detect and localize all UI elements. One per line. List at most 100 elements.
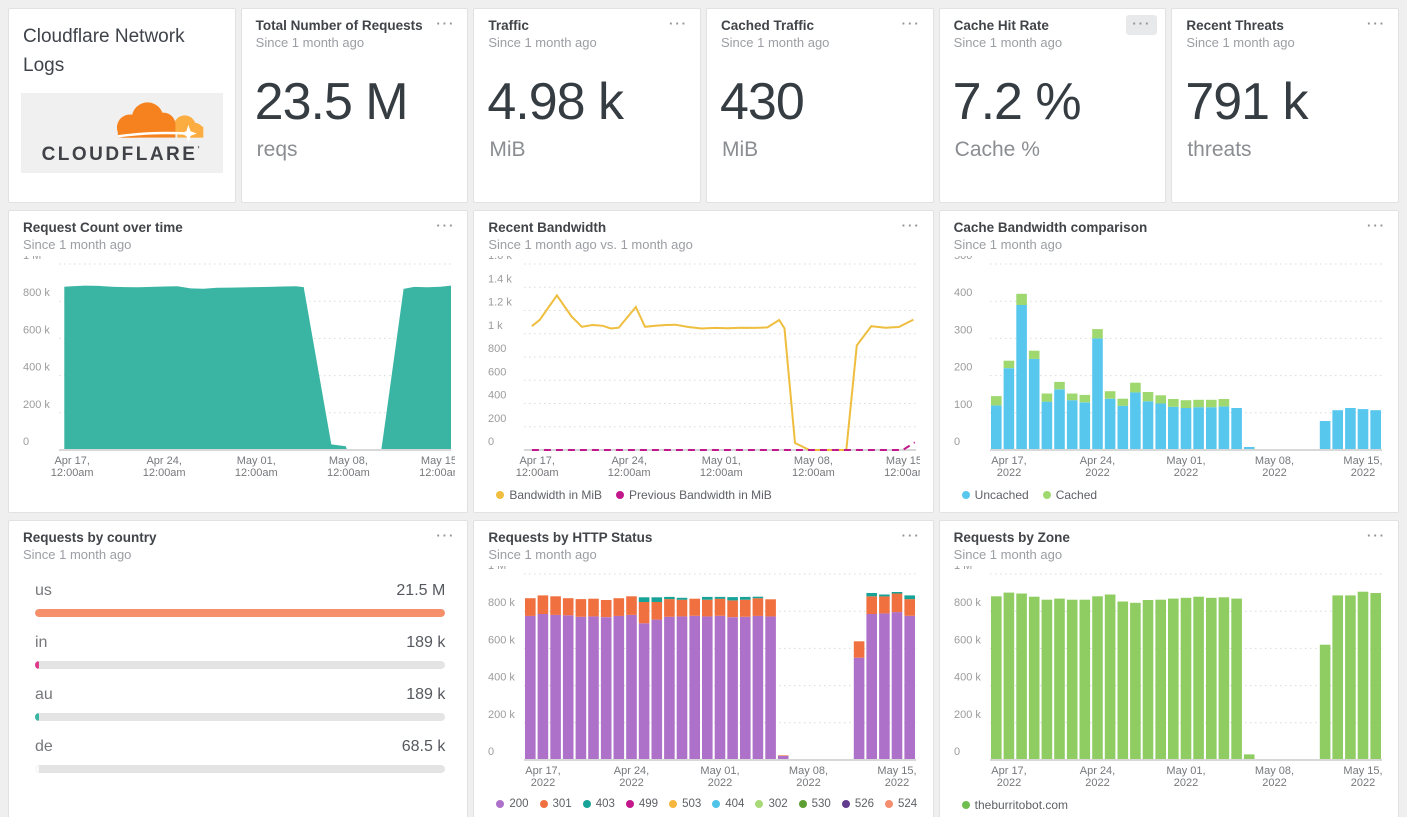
panel-requests-by-country: Requests by country Since 1 month ago ··… — [8, 520, 469, 817]
legend-item-Cached[interactable]: Cached — [1042, 488, 1097, 502]
svg-text:2022: 2022 — [885, 777, 909, 789]
stat-value: 4.98 k — [487, 73, 624, 131]
svg-text:May 15,: May 15, — [421, 455, 455, 467]
legend-item-530[interactable]: 530 — [798, 798, 831, 810]
svg-text:1 M: 1 M — [23, 256, 41, 262]
svg-text:2022: 2022 — [531, 777, 555, 789]
svg-text:2022: 2022 — [708, 777, 732, 789]
panel-menu-icon[interactable]: ··· — [1367, 16, 1386, 31]
svg-text:200 k: 200 k — [23, 399, 50, 411]
svg-text:800 k: 800 k — [954, 597, 981, 609]
country-row-au: au 189 k — [35, 686, 446, 721]
panel-subtitle: Since 1 month ago — [721, 35, 830, 50]
country-label: in — [35, 634, 48, 651]
legend-item-503[interactable]: 503 — [669, 798, 701, 810]
svg-text:200: 200 — [488, 413, 506, 425]
svg-text:200 k: 200 k — [954, 709, 981, 721]
cloudflare-cloud-icon — [98, 102, 211, 147]
dashboard-title: Cloudflare Network Logs — [23, 26, 185, 76]
legend-item-302[interactable]: 302 — [755, 798, 788, 810]
country-label: us — [35, 582, 52, 599]
legend-item-403[interactable]: 403 — [582, 798, 615, 810]
panel-menu-icon[interactable]: ··· — [901, 528, 921, 543]
panel-subtitle: Since 1 month ago vs. 1 month ago — [488, 237, 693, 252]
legend-item-524[interactable]: 524 — [885, 798, 917, 810]
legend-item-526[interactable]: 526 — [841, 798, 874, 810]
panel-request-count-over-time: Request Count over time Since 1 month ag… — [8, 210, 469, 513]
panel-title[interactable]: Total Number of Requests — [255, 18, 423, 33]
legend-dot-icon — [798, 800, 807, 808]
country-bar — [35, 609, 446, 617]
svg-text:1 M: 1 M — [488, 566, 506, 572]
legend-dot-icon — [841, 800, 850, 808]
panel-requests-by-http-status: Requests by HTTP Status Since 1 month ag… — [473, 520, 934, 817]
cloudflare-wordmark: CLOUDFLARE' — [41, 144, 203, 165]
svg-text:2022: 2022 — [1085, 467, 1109, 479]
panel-title[interactable]: Cached Traffic — [721, 18, 815, 33]
panel-title[interactable]: Request Count over time — [23, 220, 183, 235]
legend-item-Uncached[interactable]: Uncached — [961, 488, 1029, 502]
panel-title[interactable]: Traffic — [488, 18, 529, 33]
panel-menu-icon[interactable]: ··· — [436, 528, 456, 543]
chart-legend: Bandwidth in MiB Previous Bandwidth in Mi… — [496, 488, 932, 502]
svg-text:2022: 2022 — [1085, 777, 1109, 789]
legend-item-theburritobot.com[interactable]: theburritobot.com — [961, 798, 1068, 812]
legend-dot-icon — [885, 800, 894, 808]
panel-recent-threats: Recent Threats Since 1 month ago ··· 791… — [1171, 8, 1399, 203]
svg-text:2022: 2022 — [1173, 777, 1197, 789]
panel-menu-icon[interactable]: ··· — [1367, 218, 1386, 233]
svg-text:2022: 2022 — [1262, 467, 1286, 479]
legend-item-Bandwidth in MiB[interactable]: Bandwidth in MiB — [496, 488, 602, 502]
panel-title[interactable]: Recent Bandwidth — [488, 220, 607, 235]
svg-text:300: 300 — [954, 324, 972, 336]
svg-text:May 08,: May 08, — [794, 455, 833, 467]
panel-menu-icon[interactable]: ··· — [1367, 528, 1386, 543]
legend-item-499[interactable]: 499 — [625, 798, 658, 810]
svg-text:1.6 k: 1.6 k — [488, 256, 512, 262]
svg-text:Apr 17,: Apr 17, — [526, 765, 561, 777]
panel-menu-icon[interactable]: ··· — [901, 218, 921, 233]
panel-title[interactable]: Cache Bandwidth comparison — [953, 220, 1148, 235]
panel-subtitle: Since 1 month ago — [953, 547, 1063, 562]
svg-text:2022: 2022 — [996, 467, 1020, 479]
svg-text:0: 0 — [488, 436, 494, 448]
svg-text:12:00am: 12:00am — [516, 467, 559, 479]
svg-text:0: 0 — [954, 436, 960, 448]
panel-subtitle: Since 1 month ago — [488, 547, 597, 562]
panel-menu-icon[interactable]: ··· — [901, 16, 921, 31]
svg-text:12:00am: 12:00am — [700, 467, 743, 479]
panel-cache-hit-rate: Cache Hit Rate Since 1 month ago ··· 7.2… — [938, 8, 1167, 203]
country-row-in: in 189 k — [35, 634, 446, 669]
svg-text:600 k: 600 k — [954, 634, 981, 646]
panel-menu-icon[interactable]: ··· — [1126, 15, 1158, 35]
panel-menu-icon[interactable]: ··· — [436, 218, 456, 233]
panel-total-requests: Total Number of Requests Since 1 month a… — [240, 8, 469, 203]
svg-text:Apr 17,: Apr 17, — [991, 455, 1026, 467]
trademark-mark: ' — [197, 144, 203, 155]
panel-title[interactable]: Recent Threats — [1186, 18, 1284, 33]
svg-text:12:00am: 12:00am — [235, 467, 278, 479]
legend-dot-icon — [669, 800, 678, 808]
stat-unit: Cache % — [954, 138, 1040, 161]
legend-dot-icon — [616, 491, 625, 499]
panel-title[interactable]: Requests by Zone — [953, 530, 1070, 545]
panel-menu-icon[interactable]: ··· — [436, 16, 456, 31]
legend-item-200[interactable]: 200 — [496, 798, 529, 810]
panel-title[interactable]: Requests by HTTP Status — [488, 530, 653, 545]
legend-dot-icon — [961, 801, 970, 809]
panel-menu-icon[interactable]: ··· — [669, 16, 688, 31]
svg-text:400 k: 400 k — [954, 672, 981, 684]
legend-item-404[interactable]: 404 — [712, 798, 744, 810]
panel-title[interactable]: Cache Hit Rate — [953, 18, 1049, 33]
panel-title[interactable]: Requests by country — [23, 530, 157, 545]
stat-unit: threats — [1187, 138, 1252, 161]
legend-item-301[interactable]: 301 — [539, 798, 572, 810]
legend-item-Previous Bandwidth in MiB[interactable]: Previous Bandwidth in MiB — [616, 488, 772, 502]
svg-text:Apr 24,: Apr 24, — [612, 455, 647, 467]
